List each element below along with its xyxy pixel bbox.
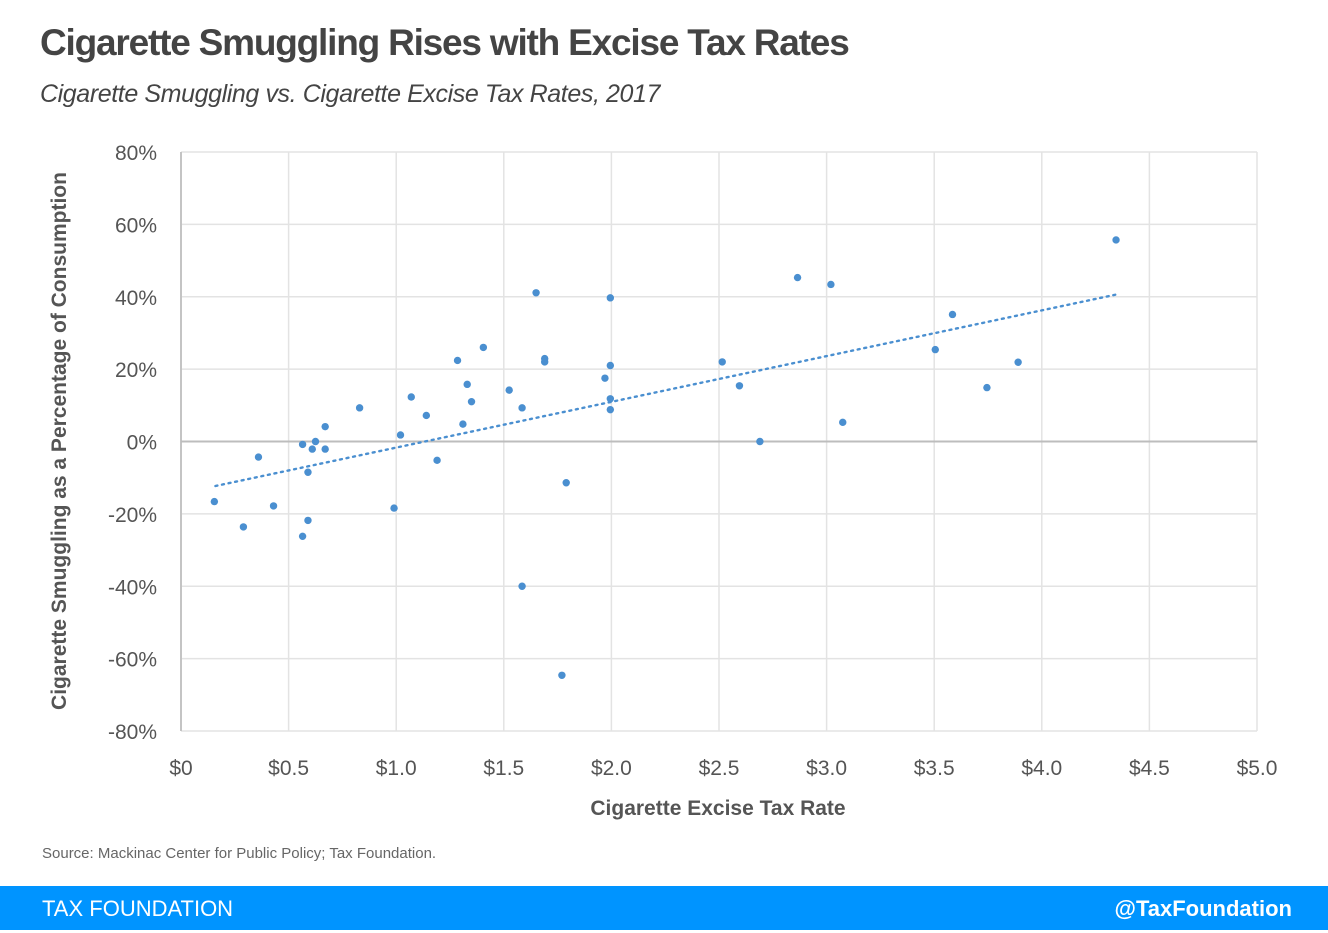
x-tick-label: $0.5 — [268, 757, 309, 780]
data-point — [422, 411, 431, 420]
brand-label: TAX FOUNDATION — [42, 896, 234, 921]
data-point — [298, 532, 307, 541]
data-point — [304, 468, 312, 476]
data-point — [735, 382, 744, 390]
data-point — [433, 456, 441, 465]
x-tick-label: $3.0 — [806, 757, 847, 780]
x-tick-labels: $0 $0.5 $1.0 $1.5 $2.0 $2.5 $3.0 $3.5 $4.0 $4.5 $5… — [169, 757, 1277, 780]
data-point — [269, 502, 278, 510]
data-point — [983, 383, 991, 392]
data-point — [601, 374, 609, 382]
data-point — [756, 437, 764, 446]
data-points — [210, 236, 1120, 679]
data-point — [355, 404, 364, 412]
data-point — [606, 294, 615, 302]
x-tick-label: $1.5 — [483, 757, 524, 780]
y-tick-label: -40% — [108, 576, 157, 599]
data-point — [931, 345, 939, 354]
x-tick-label: $2.0 — [591, 757, 632, 780]
twitter-handle[interactable]: @TaxFoundation — [1114, 896, 1292, 921]
data-point — [558, 671, 566, 679]
data-point — [396, 431, 405, 439]
data-point — [562, 479, 570, 487]
data-point — [532, 289, 540, 297]
axes — [180, 152, 1257, 731]
y-tick-label: 20% — [115, 359, 157, 382]
x-tick-label: $0 — [169, 757, 192, 780]
data-point — [390, 504, 398, 512]
data-point — [463, 380, 471, 389]
x-tick-label: $1.0 — [376, 757, 417, 780]
data-point — [304, 516, 312, 525]
data-point — [718, 358, 726, 366]
data-point — [839, 418, 847, 427]
scatter-chart: 80% 60% 40% 20% 0% -20% -40% -60% -80% $0 $0.5 $1.… — [48, 142, 1277, 820]
x-axis-title: Cigarette Excise Tax Rate — [590, 797, 845, 820]
y-tick-label: -60% — [108, 649, 157, 672]
data-point — [321, 445, 329, 453]
data-point — [606, 361, 615, 370]
data-point — [606, 405, 615, 414]
chart-title: Cigarette Smuggling Rises with Excise Ta… — [40, 22, 850, 63]
data-point — [407, 393, 415, 401]
x-tick-label: $4.0 — [1021, 757, 1062, 780]
chart-subtitle: Cigarette Smuggling vs. Cigarette Excise… — [40, 80, 661, 108]
y-tick-label: -80% — [108, 721, 157, 744]
data-point — [210, 497, 219, 506]
footer-bar: TAX FOUNDATION @TaxFoundation — [0, 886, 1328, 930]
data-point — [308, 445, 316, 453]
data-point — [459, 420, 467, 428]
x-tick-label: $4.5 — [1129, 757, 1170, 780]
data-point — [793, 273, 802, 282]
x-tick-label: $3.5 — [914, 757, 955, 780]
data-point — [479, 343, 488, 352]
data-point — [1014, 358, 1022, 366]
y-axis-title: Cigarette Smuggling as a Percentage of C… — [48, 172, 71, 710]
data-point — [239, 523, 248, 531]
data-point — [948, 310, 957, 319]
x-tick-label: $5.0 — [1237, 757, 1278, 780]
y-tick-label: -20% — [108, 504, 157, 527]
data-point — [321, 422, 329, 431]
data-point — [254, 453, 263, 461]
data-point — [540, 358, 549, 366]
x-tick-label: $2.5 — [699, 757, 740, 780]
y-tick-label: 60% — [115, 214, 157, 237]
data-point — [518, 404, 526, 412]
data-point — [606, 395, 615, 403]
data-point — [298, 440, 307, 449]
trendline — [214, 293, 1118, 488]
data-point — [311, 437, 320, 446]
data-point — [1112, 236, 1120, 244]
data-point — [467, 397, 476, 406]
y-tick-label: 40% — [115, 287, 157, 310]
data-point — [453, 356, 462, 365]
data-point — [505, 386, 513, 394]
y-tick-label: 0% — [127, 432, 157, 455]
data-point — [827, 280, 835, 289]
trendline-line — [214, 293, 1118, 488]
y-tick-label: 80% — [115, 142, 157, 165]
source-note: Source: Mackinac Center for Public Polic… — [42, 845, 437, 862]
data-point — [518, 582, 526, 590]
y-tick-labels: 80% 60% 40% 20% 0% -20% -40% -60% -80% — [108, 142, 157, 744]
